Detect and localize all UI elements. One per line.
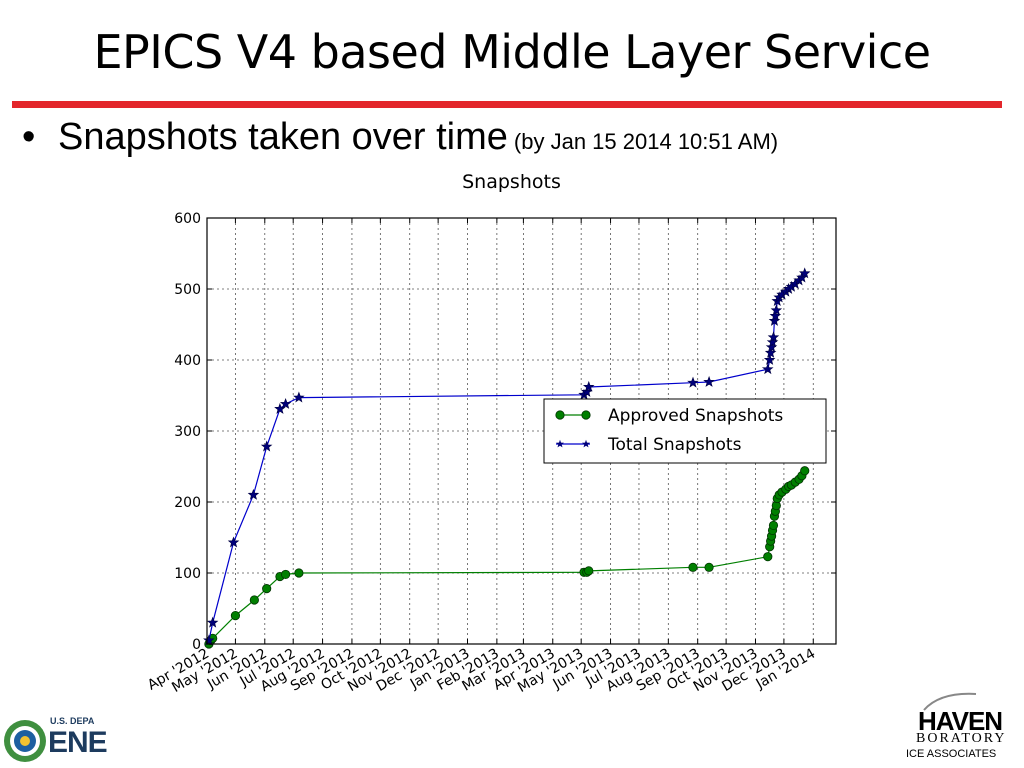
approved-snapshots-point	[688, 562, 698, 572]
total-snapshots-point	[703, 375, 715, 387]
approved-snapshots-point	[800, 466, 810, 476]
legend-label-approved-snapshots: Approved Snapshots	[608, 406, 783, 426]
legend-box	[543, 398, 827, 464]
total-snapshots-point	[206, 616, 219, 628]
bullet-dot: •	[22, 116, 36, 158]
approved-snapshots-point	[262, 584, 272, 594]
legend-marker-approved-snapshots	[581, 410, 591, 420]
legend-marker-total-snapshots	[556, 439, 564, 448]
total-snapshots-point	[247, 488, 260, 500]
total-snapshots-point	[763, 353, 776, 365]
total-snapshots-point	[770, 304, 783, 316]
total-snapshots-point	[582, 380, 595, 392]
bnl-logo: HAVEN BORATORY ICE ASSOCIATES	[906, 690, 1024, 768]
doe-seal-icon	[4, 720, 46, 762]
approved-snapshots-point	[768, 520, 779, 531]
y-tick-label: 200	[174, 495, 201, 511]
approved-snapshots-point	[281, 569, 291, 580]
y-tick-label: 0	[192, 637, 201, 653]
approved-snapshots-point	[230, 610, 241, 621]
plot-frame	[206, 217, 837, 645]
approved-snapshots-point	[763, 552, 773, 562]
doe-logo-caption: U.S. DEPA	[50, 716, 95, 726]
approved-snapshots-point	[584, 566, 594, 576]
total-snapshots-point	[260, 440, 273, 452]
total-snapshots-point	[761, 363, 774, 375]
title-divider	[12, 101, 1002, 108]
bnl-logo-associates: ICE ASSOCIATES	[906, 748, 997, 760]
bnl-swoosh-icon	[923, 692, 977, 711]
bullet-item: • Snapshots taken over time (by Jan 15 201…	[22, 116, 778, 159]
bnl-logo-wordmark: HAVEN	[918, 706, 1003, 736]
y-tick-label: 500	[174, 282, 201, 298]
approved-snapshots-point	[704, 562, 714, 572]
total-snapshots-point	[767, 331, 780, 343]
total-snapshots-point	[227, 536, 240, 548]
bnl-logo-laboratory: BORATORY	[916, 731, 1007, 746]
total-snapshots-point	[279, 397, 292, 409]
legend-label-total-snapshots: Total Snapshots	[607, 435, 742, 455]
bullet-subtext: (by Jan 15 2014 10:51 AM)	[513, 129, 779, 154]
legend-marker-total-snapshots	[582, 439, 590, 448]
bullet-text: Snapshots taken over time	[58, 116, 508, 158]
y-tick-label: 300	[174, 424, 201, 440]
slide-title: EPICS V4 based Middle Layer Service	[93, 25, 931, 79]
y-tick-label: 600	[174, 211, 201, 227]
total-snapshots-point	[293, 391, 305, 403]
doe-logo: U.S. DEPA ENE	[0, 712, 110, 768]
y-tick-label: 400	[174, 353, 201, 369]
total-snapshots-point	[798, 267, 811, 279]
legend-marker-approved-snapshots	[555, 410, 565, 420]
approved-snapshots-point	[249, 595, 259, 605]
chart-title: Snapshots	[462, 171, 561, 193]
total-snapshots-point	[203, 634, 215, 646]
y-tick-label: 100	[174, 566, 201, 582]
total-snapshots-point	[687, 376, 699, 388]
doe-logo-wordmark: ENE	[48, 726, 108, 759]
approved-snapshots-point	[294, 568, 304, 578]
